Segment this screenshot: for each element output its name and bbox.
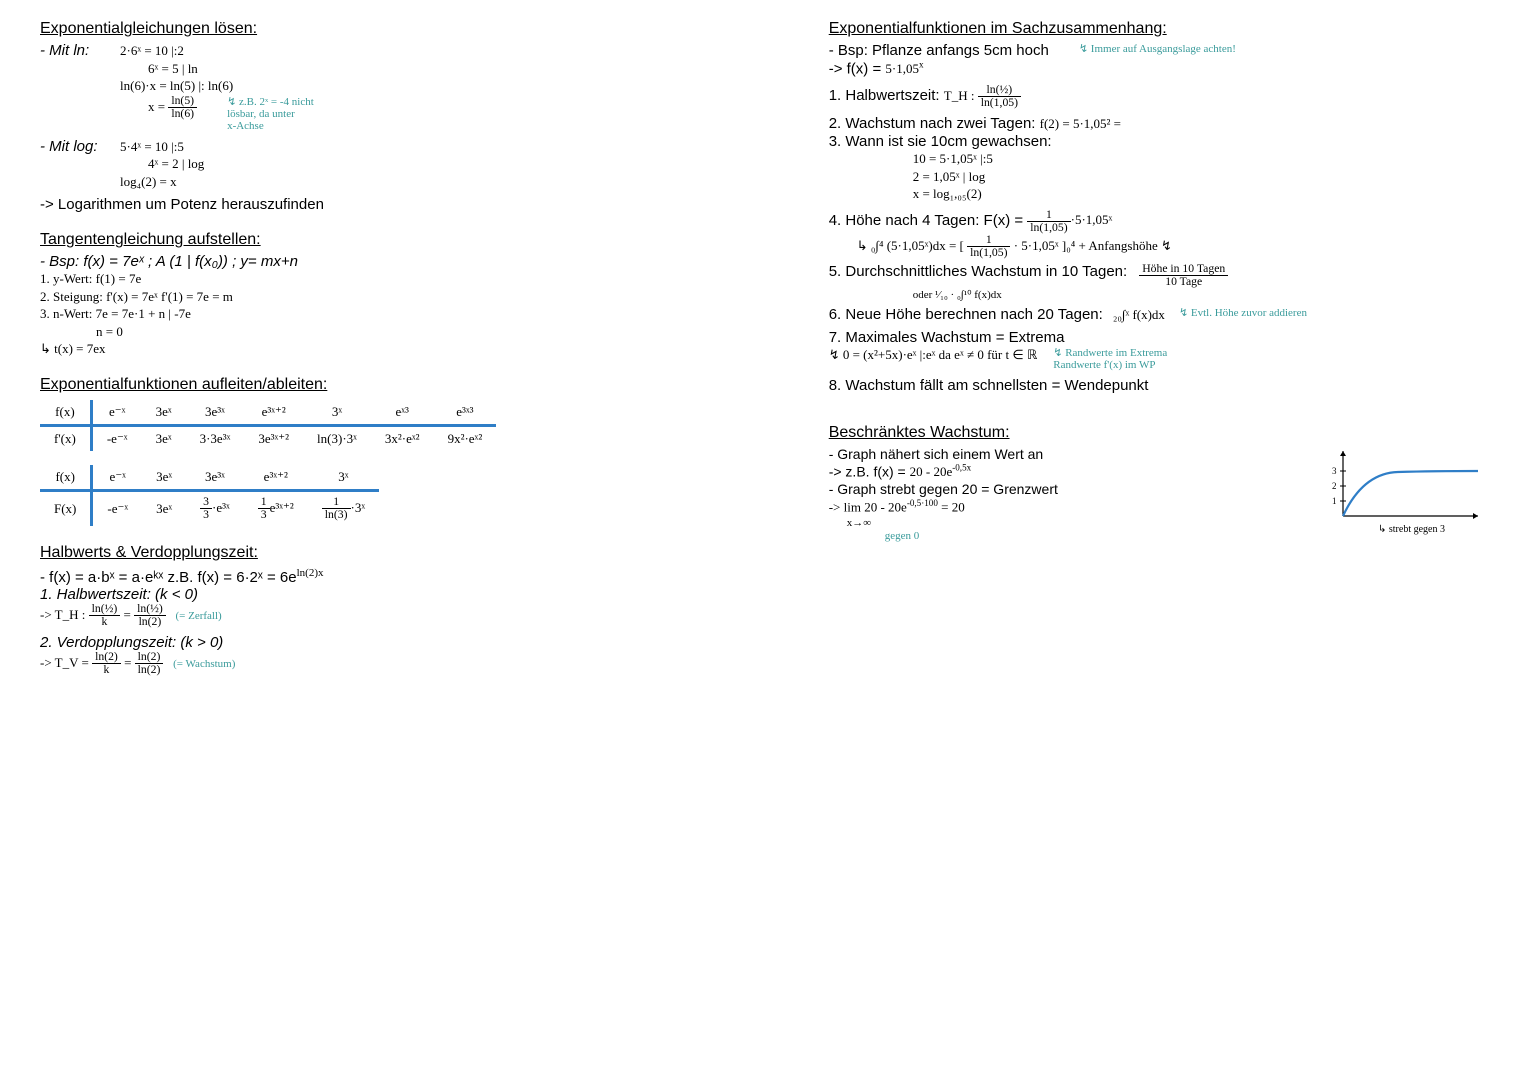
tblA-f-label: f(x) (40, 400, 91, 426)
right-column: Exponentialfunktionen im Sachzusammenhan… (829, 20, 1488, 1060)
sach-p4-int: ↳ ₀∫⁴ (5·1,05ˣ)dx = [ 1ln(1,05) · 5·1,05… (857, 234, 1488, 260)
sach-bsp: - Bsp: Pflanze anfangs 5cm hoch (829, 42, 1049, 59)
tblB-f-label: f(x) (40, 465, 92, 491)
ln-note: ↯ z.B. 2ˣ = -4 nicht lösbar, da unter x-… (227, 95, 314, 132)
sach-p3-l1: 10 = 5·1,05ˣ |:5 (913, 150, 1488, 168)
tang-l3: 3. n-Wert: 7e = 7e·1 + n | -7e (40, 305, 769, 323)
verd-label: 2. Verdopplungszeit: (k > 0) (40, 634, 769, 651)
sach-p8: 8. Wachstum fällt am schnellsten = Wende… (829, 377, 1488, 394)
ln-line2: 6ˣ = 5 | ln (148, 60, 314, 78)
tang-l3b: n = 0 (96, 323, 769, 341)
sach-p7-note: ↯ Randwerte im Extrema Randwerte f'(x) i… (1053, 346, 1167, 371)
bounded-growth-graph: 1 2 3 ↳ strebt gegen 3 (1328, 446, 1488, 536)
sach-p7-hand: ↯ 0 = (x²+5x)·eˣ |:eˣ da eˣ ≠ 0 für t ∈ … (829, 346, 1038, 364)
heading-ableiten: Exponentialfunktionen aufleiten/ableiten… (40, 376, 769, 394)
svg-text:1: 1 (1332, 496, 1337, 506)
sec-ableiten: Exponentialfunktionen aufleiten/ableiten… (40, 376, 769, 526)
sach-p2: 2. Wachstum nach zwei Tagen: f(2) = 5·1,… (829, 115, 1488, 133)
ln-label: - Mit ln: (40, 42, 110, 59)
tblB-F-label: F(x) (40, 491, 92, 526)
halb-formula: -> T_H : ln(½)k = ln(½)ln(2) (= Zerfall) (40, 603, 769, 629)
sec-exp-gleichungen: Exponentialgleichungen lösen: - Mit ln: … (40, 20, 769, 213)
sach-fx: -> f(x) = 5·1,05x (829, 59, 1488, 78)
besch-lim: -> lim 20 - 20e-0,5·100 = 20 (829, 497, 1298, 516)
sec-sachzusammenhang: Exponentialfunktionen im Sachzusammenhan… (829, 20, 1488, 394)
graph-caption: ↳ strebt gegen 3 (1378, 524, 1445, 535)
besch-l1: - Graph nähert sich einem Wert an (829, 446, 1298, 462)
sec-beschraenkt: Beschränktes Wachstum: - Graph nähert si… (829, 424, 1488, 542)
sach-p3-l2: 2 = 1,05ˣ | log (913, 168, 1488, 186)
tang-bsp: - Bsp: f(x) = 7eˣ ; A (1 | f(x₀)) ; y= m… (40, 253, 769, 270)
heading-sach: Exponentialfunktionen im Sachzusammenhan… (829, 20, 1488, 38)
sach-p5: 5. Durchschnittliches Wachstum in 10 Tag… (829, 263, 1488, 289)
sach-p5-alt: oder ¹⁄₁₀ · ₀∫¹⁰ f(x)dx (913, 288, 1488, 302)
verd-formula: -> T_V = ln(2)k = ln(2)ln(2) (= Wachstum… (40, 651, 769, 677)
besch-l3: - Graph strebt gegen 20 = Grenzwert (829, 481, 1298, 497)
besch-lim-sub: x→∞ (847, 516, 1298, 530)
svg-text:2: 2 (1332, 481, 1337, 491)
ln-line4: x = ln(5)ln(6) (148, 95, 197, 121)
sec-tangente: Tangentengleichung aufstellen: - Bsp: f(… (40, 231, 769, 358)
table-antiderivative: f(x) e⁻ˣ 3eˣ 3e³ˣ e³ˣ⁺² 3ˣ F(x) -e⁻ˣ 3eˣ… (40, 465, 379, 526)
sach-p4: 4. Höhe nach 4 Tagen: F(x) = 1ln(1,05)·5… (829, 209, 1488, 235)
tang-l2: 2. Steigung: f'(x) = 7eˣ f'(1) = 7e = m (40, 288, 769, 306)
besch-lim-note: gegen 0 (885, 530, 1298, 542)
log-label: - Mit log: (40, 138, 110, 155)
sach-p3: 3. Wann ist sie 10cm gewachsen: (829, 133, 1488, 150)
log-summary: -> Logarithmen um Potenz herauszufinden (40, 196, 769, 213)
sach-p1: 1. Halbwertszeit: T_H : ln(½)ln(1,05) (829, 84, 1488, 110)
log-line3: log₄(2) = x (120, 173, 204, 191)
tblA-fp-label: f'(x) (40, 426, 91, 452)
besch-l2: -> z.B. f(x) = 20 - 20e-0,5x (829, 462, 1298, 481)
tang-l4: ↳ t(x) = 7ex (40, 340, 769, 358)
sach-p3-l3: x = log₁,₀₅(2) (913, 185, 1488, 203)
graph-svg: 1 2 3 ↳ strebt gegen 3 (1328, 446, 1488, 536)
left-column: Exponentialgleichungen lösen: - Mit ln: … (40, 20, 769, 1060)
tang-l1: 1. y-Wert: f(1) = 7e (40, 270, 769, 288)
sach-p7: 7. Maximales Wachstum = Extrema (829, 329, 1488, 346)
ln-line1: 2·6ˣ = 10 |:2 (120, 42, 314, 60)
heading-exp-gl: Exponentialgleichungen lösen: (40, 20, 769, 38)
halb-l1: - f(x) = a·bˣ = a·eᵏˣ z.B. f(x) = 6·2ˣ =… (40, 566, 769, 586)
log-line2: 4ˣ = 2 | log (148, 155, 204, 173)
heading-halbwert: Halbwerts & Verdopplungszeit: (40, 544, 769, 562)
heading-beschraenkt: Beschränktes Wachstum: (829, 424, 1488, 442)
sach-bsp-note: ↯ Immer auf Ausgangslage achten! (1079, 42, 1236, 55)
heading-tangente: Tangentengleichung aufstellen: (40, 231, 769, 249)
halb-label: 1. Halbwertszeit: (k < 0) (40, 586, 769, 603)
sec-halbwert: Halbwerts & Verdopplungszeit: - f(x) = a… (40, 544, 769, 677)
sach-p6: 6. Neue Höhe berechnen nach 20 Tagen: ₂₀… (829, 306, 1488, 324)
log-line1: 5·4ˣ = 10 |:5 (120, 138, 204, 156)
svg-text:3: 3 (1332, 466, 1337, 476)
table-derivative: f(x) e⁻ˣ 3eˣ 3e³ˣ e³ˣ⁺² 3ˣ eˣ³ e³ˣ³ f'(x… (40, 400, 496, 451)
ln-line3: ln(6)·x = ln(5) |: ln(6) (120, 77, 314, 95)
